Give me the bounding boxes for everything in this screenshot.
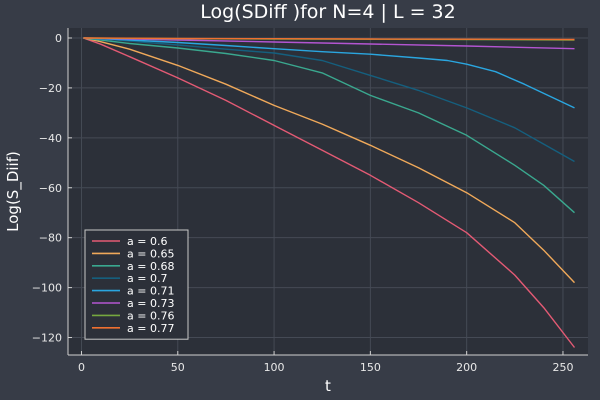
series-line-5: [83, 37, 575, 50]
legend: a = 0.6a = 0.65a = 0.68a = 0.7a = 0.71a …: [84, 229, 189, 340]
y-tick-label: 0: [55, 32, 62, 45]
x-tick-label: 250: [552, 361, 573, 374]
series-line-3: [83, 37, 575, 163]
legend-label-6: a = 0.76: [127, 309, 174, 322]
x-axis-title: t: [325, 377, 331, 395]
axes-layer: [67, 28, 588, 356]
y-tick-label: −100: [32, 282, 62, 295]
legend-label-4: a = 0.71: [127, 285, 174, 298]
series-line-1: [83, 37, 576, 284]
series-line-7: [83, 37, 575, 41]
chart-title: Log(SDiff )for N=4 | L = 32: [200, 1, 456, 23]
y-tick-label: −20: [39, 82, 62, 95]
y-tick-label: −80: [39, 232, 62, 245]
series-line-0: [83, 37, 576, 348]
legend-label-2: a = 0.68: [127, 260, 174, 273]
series-line-4: [83, 37, 575, 109]
x-tick-label: 100: [264, 361, 285, 374]
x-tick-label: 0: [78, 361, 85, 374]
y-tick-label: −60: [39, 182, 62, 195]
legend-label-0: a = 0.6: [127, 235, 167, 248]
legend-label-7: a = 0.77: [127, 322, 174, 335]
legend-label-5: a = 0.73: [127, 297, 174, 310]
x-tick-label: 50: [171, 361, 185, 374]
series-layer: [83, 37, 576, 348]
legend-box: [84, 229, 189, 340]
x-tick-label: 150: [360, 361, 381, 374]
y-tick-label: −120: [32, 332, 62, 345]
legend-label-3: a = 0.7: [127, 272, 167, 285]
series-line-2: [83, 37, 575, 214]
x-tick-label: 200: [456, 361, 477, 374]
y-tick-label: −40: [39, 132, 62, 145]
tick-labels: 0 50 100 150 200 250 0 −20 −40 −60 −80 −100 −120: [32, 32, 574, 374]
y-axis-title: Log(S_Diif): [4, 151, 23, 232]
legend-label-1: a = 0.65: [127, 247, 174, 260]
